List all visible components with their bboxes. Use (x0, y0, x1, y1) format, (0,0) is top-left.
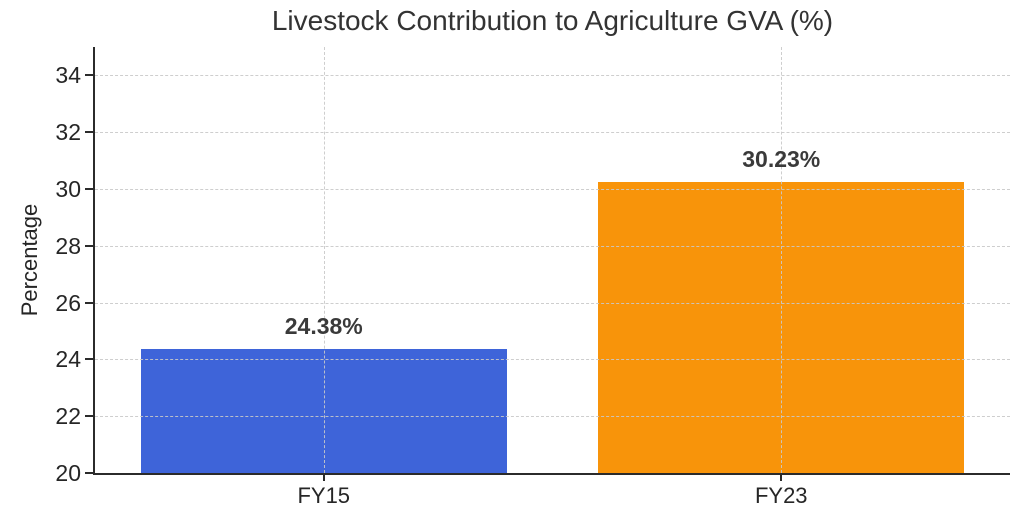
horizontal-gridline (95, 416, 1010, 418)
bar-value-label: 24.38% (284, 312, 363, 339)
y-tick-label: 24 (55, 346, 81, 373)
y-tick-mark (85, 472, 93, 474)
horizontal-gridline (95, 189, 1010, 190)
horizontal-gridline (95, 132, 1010, 134)
y-axis-spine (93, 47, 95, 475)
horizontal-gridline (95, 302, 1010, 304)
y-tick-mark (85, 244, 93, 247)
x-tick-mark (780, 475, 783, 481)
x-axis-spine (93, 473, 1010, 475)
y-tick-mark (85, 131, 93, 134)
x-tick-mark (322, 475, 325, 481)
x-tick-label-fy23: FY23 (754, 483, 808, 508)
y-tick-mark (85, 358, 93, 361)
vertical-gridline (323, 47, 325, 473)
y-tick-mark (85, 415, 93, 418)
horizontal-gridline (95, 359, 1010, 361)
vertical-gridline (781, 47, 783, 473)
horizontal-gridline (95, 75, 1010, 77)
plot-area (95, 47, 1010, 473)
y-tick-label: 34 (55, 62, 81, 89)
y-tick-mark (85, 301, 93, 304)
y-tick-label: 28 (55, 232, 81, 259)
y-tick-label: 22 (55, 403, 81, 430)
horizontal-gridline (95, 245, 1010, 247)
y-tick-label: 32 (55, 119, 81, 146)
y-tick-label: 30 (55, 176, 81, 202)
y-tick-mark (85, 188, 93, 190)
y-tick-mark (85, 74, 93, 77)
chart-title: Livestock Contribution to Agriculture GV… (271, 5, 834, 36)
y-axis-label: Percentage (17, 203, 42, 317)
x-tick-label-fy15: FY15 (297, 483, 351, 508)
y-tick-label: 26 (55, 289, 81, 316)
bar-value-label: 30.23% (742, 146, 821, 173)
y-tick-label: 20 (55, 460, 81, 486)
